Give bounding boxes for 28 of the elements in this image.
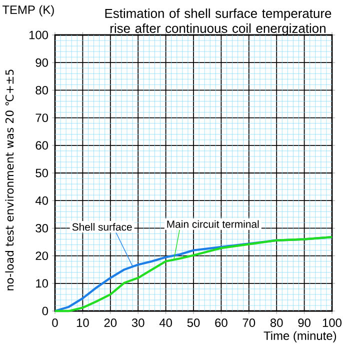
x-axis-title: Time (minute)	[264, 331, 336, 342]
x-tick-label: 20	[104, 318, 117, 327]
y-tick-label: 20	[36, 252, 48, 260]
x-tick-label: 40	[159, 318, 172, 327]
series-label: Main circuit terminal	[167, 220, 259, 228]
y-tick-label: 0	[42, 306, 48, 316]
text: no-load test environment was 20 ℃+±5	[5, 70, 14, 290]
x-tick-label: 50	[187, 318, 200, 327]
y-tick-label: 50	[36, 168, 48, 178]
y-tick-label: 100	[29, 30, 48, 40]
y-tick-label: 60	[36, 141, 48, 150]
y-axis-title: TEMP (K)	[2, 5, 54, 16]
y-tick-label: 10	[36, 279, 48, 288]
x-tick-label: 10	[76, 318, 89, 327]
x-tick-label: 60	[215, 318, 228, 327]
x-tick-label: 80	[270, 318, 283, 327]
y-tick-label: 90	[36, 58, 48, 67]
x-tick-label: 30	[132, 318, 144, 327]
y-tick-label: 70	[36, 114, 48, 122]
y-tick-label: 80	[36, 86, 48, 94]
y-tick-label: 30	[36, 224, 48, 232]
chart-title: Estimation of shell surface temperature rise after continuous coil energization	[105, 8, 332, 36]
x-tick-label: 100	[322, 318, 342, 327]
x-tick-label: 70	[242, 318, 256, 327]
x-tick-label: 90	[298, 318, 310, 327]
text: Shell surface	[72, 222, 132, 231]
x-tick-label: 0	[52, 318, 58, 327]
y-tick-label: 40	[35, 196, 48, 205]
